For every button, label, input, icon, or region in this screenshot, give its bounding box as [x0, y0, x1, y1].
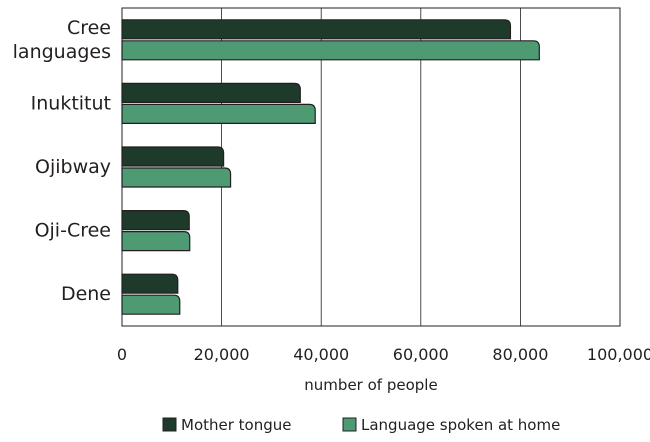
bar-mother-tongue-inuktitut — [121, 82, 301, 103]
x-tick-label: 20,000 — [194, 345, 250, 364]
category-label-oji-cree: Oji-Cree — [35, 220, 111, 242]
category-label-line: Inuktitut — [31, 92, 111, 114]
category-label-line: languages — [13, 41, 111, 63]
bar-language-spoken-at-home-inuktitut — [121, 103, 316, 124]
legend-label-language-spoken-at-home: Language spoken at home — [361, 416, 560, 434]
x-tick-label: 100,000 — [587, 345, 650, 364]
bar-language-spoken-at-home-oji-cree — [121, 231, 191, 252]
bar-mother-tongue-ojibway — [121, 146, 225, 167]
category-label-dene: Dene — [61, 283, 111, 305]
category-label-inuktitut: Inuktitut — [31, 92, 111, 114]
legend-swatch-language-spoken-at-home — [342, 417, 357, 432]
category-label-line: Cree — [67, 17, 111, 39]
legend-label-mother-tongue: Mother tongue — [181, 416, 292, 434]
gridlines — [221, 8, 521, 326]
x-tick-label: 80,000 — [492, 345, 548, 364]
bar-mother-tongue-oji-cree — [121, 210, 190, 231]
category-label-ojibway: Ojibway — [35, 156, 111, 178]
x-tick-label: 0 — [117, 345, 127, 364]
plot-area — [121, 7, 621, 327]
legend: Mother tongue Language spoken at home — [162, 416, 560, 434]
category-label-line: Dene — [61, 283, 111, 305]
category-label-line: Oji-Cree — [35, 220, 111, 242]
x-tick-labels: 0 20,000 40,000 60,000 80,000 100,000 — [117, 345, 650, 364]
category-label-cree-languages: Cree languages — [13, 17, 111, 63]
bar-language-spoken-at-home-cree-languages — [121, 40, 540, 61]
category-labels: Cree languages Inuktitut Ojibway Oji-Cree Den… — [13, 17, 111, 305]
bar-mother-tongue-dene — [121, 273, 179, 294]
category-label-line: Ojibway — [35, 156, 111, 178]
bar-language-spoken-at-home-dene — [121, 294, 181, 315]
bars — [121, 19, 540, 315]
x-tick-label: 40,000 — [293, 345, 349, 364]
x-axis-title: number of people — [304, 376, 437, 394]
bar-language-spoken-at-home-ojibway — [121, 167, 232, 188]
x-tick-label: 60,000 — [393, 345, 449, 364]
bar-mother-tongue-cree-languages — [121, 19, 512, 40]
legend-swatch-mother-tongue — [162, 417, 177, 432]
